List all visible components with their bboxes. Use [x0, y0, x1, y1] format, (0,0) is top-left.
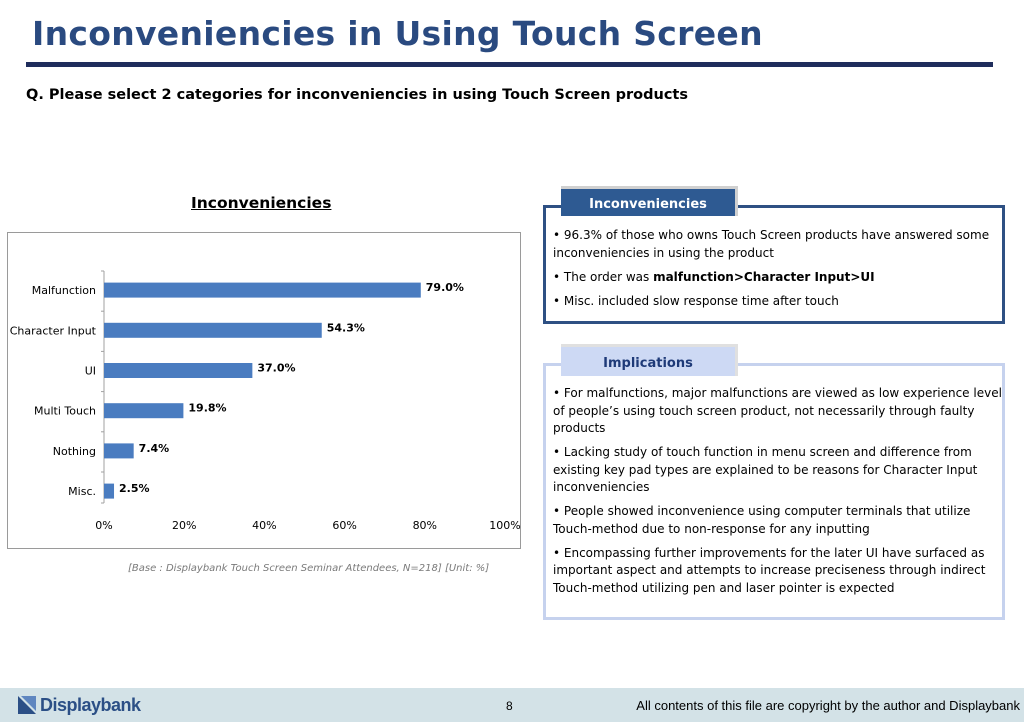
value-label: 2.5% — [119, 482, 150, 495]
x-tick-label: 80% — [413, 519, 437, 532]
footer-bar: Displaybank 8 All contents of this file … — [0, 688, 1024, 722]
bullet-item: • The order was malfunction>Character In… — [553, 269, 875, 284]
implications-panel — [543, 363, 1005, 620]
logo-text: Displaybank — [40, 694, 141, 715]
logo-mark-icon — [18, 696, 36, 714]
bar-chart: Malfunction 79.0% Character Input 54.3% UI 37… — [10, 270, 521, 532]
implications-tab: Implications — [561, 344, 738, 376]
bar-4 — [104, 443, 134, 459]
category-label: Nothing — [53, 445, 96, 458]
implications-bullets: • For malfunctions, major malfunctions a… — [553, 385, 1003, 604]
category-label: UI — [85, 365, 96, 378]
bar-1 — [104, 322, 322, 338]
inconveniencies-tab: Inconveniencies — [561, 186, 738, 216]
value-label: 37.0% — [257, 362, 295, 375]
displaybank-logo: Displaybank — [18, 694, 141, 716]
inconveniencies-bullets: • 96.3% of those who owns Touch Screen p… — [553, 227, 1003, 317]
chart-area: Malfunction 79.0% Character Input 54.3% UI 37… — [7, 232, 521, 549]
survey-question: Q. Please select 2 categories for inconv… — [26, 87, 688, 103]
value-label: 19.8% — [188, 402, 226, 415]
x-tick-label: 0% — [95, 519, 112, 532]
bullet-item: • Lacking study of touch function in men… — [553, 445, 978, 494]
x-tick-label: 60% — [332, 519, 356, 532]
category-label: Character Input — [10, 324, 97, 337]
bar-5 — [104, 483, 115, 499]
copyright-notice: All contents of this file are copyright … — [636, 698, 1020, 713]
inconveniencies-panel — [543, 205, 1005, 324]
bar-2 — [104, 363, 253, 378]
x-tick-label: 100% — [489, 519, 520, 532]
bullet-item: • For malfunctions, major malfunctions a… — [553, 386, 1002, 435]
page-number: 8 — [506, 699, 513, 713]
bullet-item: • 96.3% of those who owns Touch Screen p… — [553, 228, 990, 260]
value-label: 54.3% — [327, 321, 365, 334]
bar-3 — [104, 403, 184, 419]
title-divider — [26, 62, 993, 67]
bullet-item: • People showed inconvenience using comp… — [553, 504, 971, 536]
page-title: Inconveniencies in Using Touch Screen — [32, 14, 763, 53]
chart-title: Inconveniencies — [191, 194, 332, 212]
value-label: 7.4% — [139, 442, 170, 455]
category-label: Misc. — [68, 485, 96, 498]
bullet-item: • Misc. included slow response time afte… — [553, 293, 839, 308]
x-tick-label: 40% — [252, 519, 276, 532]
base-note: [Base : Displaybank Touch Screen Seminar… — [128, 563, 490, 574]
bullet-item: • Encompassing further improvements for … — [553, 545, 986, 595]
bar-0 — [104, 282, 421, 298]
category-label: Malfunction — [32, 284, 96, 297]
x-tick-label: 20% — [172, 519, 196, 532]
value-label: 79.0% — [426, 281, 464, 294]
category-label: Multi Touch — [34, 405, 96, 418]
